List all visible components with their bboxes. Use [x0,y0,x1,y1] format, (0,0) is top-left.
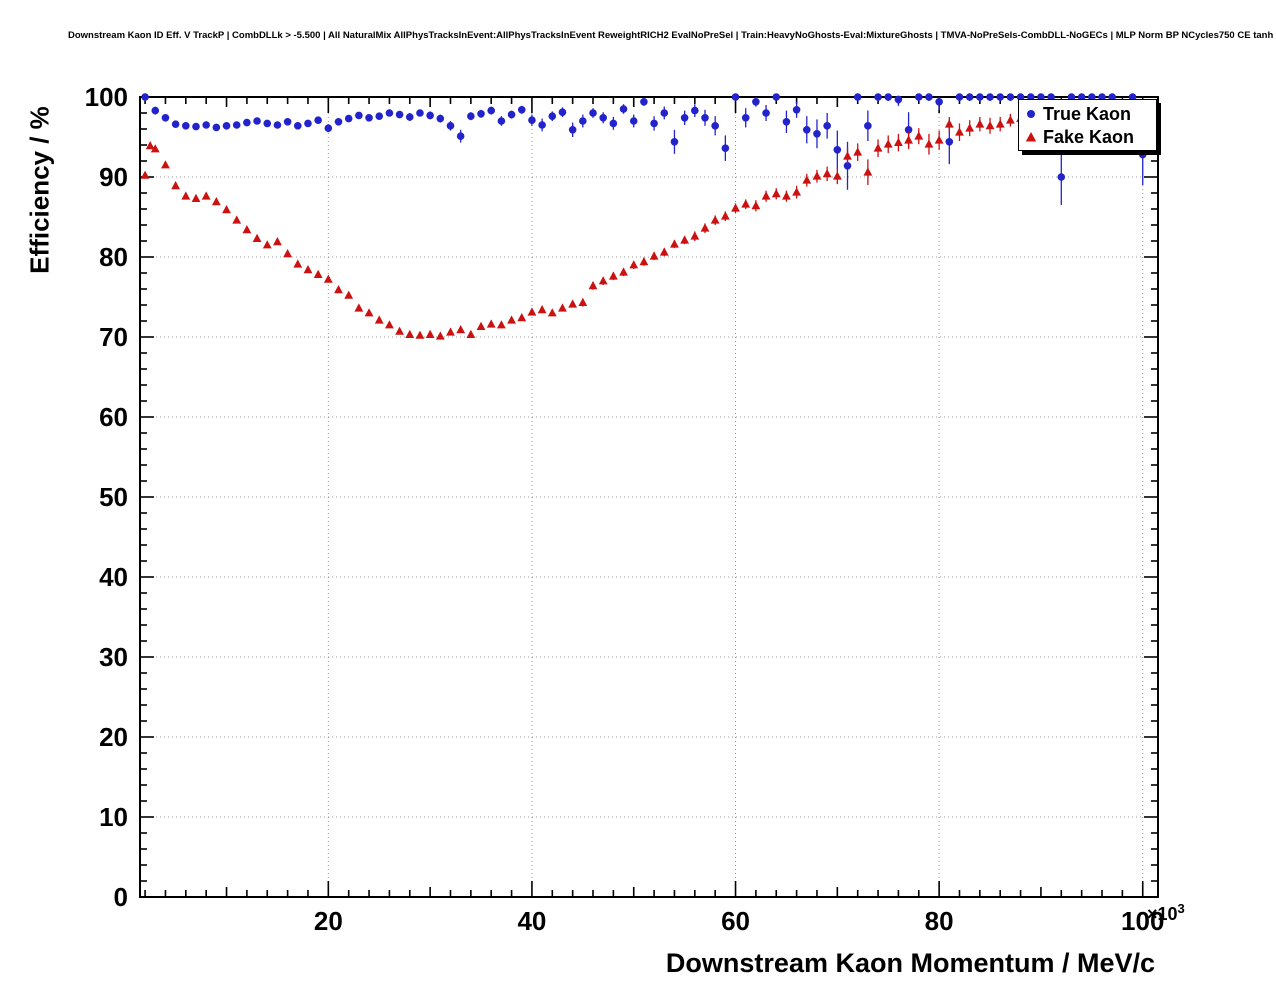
legend-entry-fake-kaon: Fake Kaon [1019,125,1156,148]
svg-text:30: 30 [99,642,128,672]
x-axis-label: Downstream Kaon Momentum / MeV/c [665,948,1155,978]
svg-text:100: 100 [1121,906,1164,936]
plot-title: Downstream Kaon ID Eff. V TrackP | CombD… [68,30,1276,41]
axis-ticks [140,96,1158,898]
fake-kaon-triangle-marker-icon [1019,130,1043,144]
svg-text:10: 10 [99,802,128,832]
svg-text:80: 80 [99,242,128,272]
legend-entry-true-kaon: True Kaon [1019,102,1156,125]
axis-tick-labels: 0 10 20 30 40 50 60 70 80 90 100 20 40 60 80 100 [85,82,1165,936]
svg-text:20: 20 [99,722,128,752]
legend-label-fake-kaon: Fake Kaon [1043,126,1135,147]
gridlines [140,96,1158,897]
svg-text:80: 80 [925,906,954,936]
series-fake-kaon [140,109,1036,340]
svg-text:70: 70 [99,322,128,352]
true-kaon-circle-marker-icon [1019,107,1043,121]
x-axis-multiplier-base: ×10 [1147,904,1178,924]
legend-label-true-kaon: True Kaon [1043,103,1132,124]
svg-text:50: 50 [99,482,128,512]
svg-text:20: 20 [314,906,343,936]
legend: True Kaon Fake Kaon [1018,99,1157,151]
svg-text:100: 100 [85,82,128,112]
svg-text:40: 40 [99,562,128,592]
data-series [140,93,1147,340]
svg-text:90: 90 [99,162,128,192]
svg-text:60: 60 [99,402,128,432]
x-axis-multiplier: ×103 [1147,901,1185,925]
svg-text:40: 40 [517,906,546,936]
svg-text:0: 0 [114,882,128,912]
x-axis-multiplier-exponent: 3 [1177,901,1185,916]
svg-text:60: 60 [721,906,750,936]
series-true-kaon [141,93,1147,205]
